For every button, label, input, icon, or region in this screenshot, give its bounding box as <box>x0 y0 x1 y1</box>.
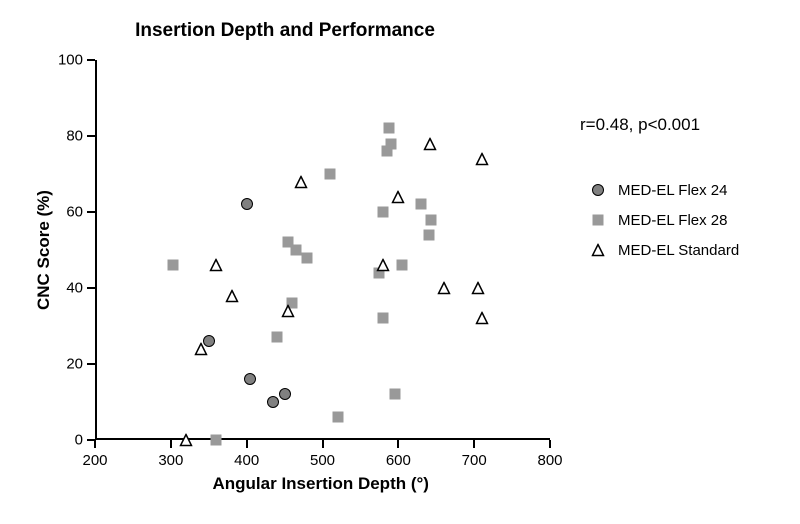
x-tick-label: 400 <box>234 452 259 469</box>
data-point-flex28 <box>593 215 604 226</box>
x-tick-mark <box>397 440 399 448</box>
data-point-standard <box>475 312 488 325</box>
y-tick-mark <box>87 287 95 289</box>
data-point-flex28 <box>385 138 396 149</box>
legend-marker-standard <box>588 240 608 260</box>
y-tick-label: 100 <box>53 52 83 69</box>
stats-text: r=0.48, p<0.001 <box>580 115 700 135</box>
data-point-flex28 <box>302 252 313 263</box>
x-tick-mark <box>473 440 475 448</box>
data-point-standard <box>392 190 405 203</box>
data-point-flex28 <box>384 123 395 134</box>
data-point-standard <box>424 137 437 150</box>
x-tick-label: 800 <box>537 452 562 469</box>
data-point-flex28 <box>325 169 336 180</box>
x-tick-mark <box>94 440 96 448</box>
y-tick-label: 20 <box>53 356 83 373</box>
data-point-standard <box>225 289 238 302</box>
data-point-flex28 <box>425 214 436 225</box>
data-point-flex28 <box>416 199 427 210</box>
data-point-flex28 <box>378 313 389 324</box>
x-tick-mark <box>549 440 551 448</box>
data-point-flex24 <box>592 184 604 196</box>
y-tick-mark <box>87 211 95 213</box>
legend-label: MED-EL Standard <box>618 242 739 259</box>
data-point-flex28 <box>272 332 283 343</box>
y-tick-mark <box>87 363 95 365</box>
data-point-standard <box>210 259 223 272</box>
data-point-flex28 <box>389 389 400 400</box>
x-tick-label: 700 <box>462 452 487 469</box>
data-point-flex24 <box>267 396 279 408</box>
data-point-standard <box>377 259 390 272</box>
data-point-flex28 <box>290 245 301 256</box>
x-tick-label: 200 <box>82 452 107 469</box>
y-tick-mark <box>87 135 95 137</box>
data-point-flex28 <box>378 207 389 218</box>
y-axis-label: CNC Score (%) <box>34 190 54 310</box>
data-point-standard <box>195 342 208 355</box>
data-point-flex28 <box>211 435 222 446</box>
data-point-standard <box>282 304 295 317</box>
legend-item-standard: MED-EL Standard <box>588 235 739 265</box>
data-point-flex24 <box>244 373 256 385</box>
data-point-standard <box>180 434 193 447</box>
x-tick-label: 300 <box>158 452 183 469</box>
data-point-flex28 <box>397 260 408 271</box>
x-axis-label: Angular Insertion Depth (°) <box>213 474 429 494</box>
scatter-chart: Insertion Depth and Performance CNC Scor… <box>0 0 800 524</box>
legend-label: MED-EL Flex 24 <box>618 182 727 199</box>
data-point-standard <box>592 244 605 257</box>
legend-label: MED-EL Flex 28 <box>618 212 727 229</box>
x-tick-mark <box>322 440 324 448</box>
x-tick-mark <box>170 440 172 448</box>
legend-item-flex28: MED-EL Flex 28 <box>588 205 739 235</box>
x-tick-label: 500 <box>310 452 335 469</box>
x-tick-label: 600 <box>386 452 411 469</box>
legend: MED-EL Flex 24 MED-EL Flex 28 MED-EL Stand… <box>588 175 739 265</box>
y-tick-mark <box>87 59 95 61</box>
legend-item-flex24: MED-EL Flex 24 <box>588 175 739 205</box>
chart-title: Insertion Depth and Performance <box>0 20 570 42</box>
legend-marker-flex28 <box>588 210 608 230</box>
data-point-standard <box>471 282 484 295</box>
y-tick-label: 80 <box>53 128 83 145</box>
data-point-standard <box>437 282 450 295</box>
data-point-flex28 <box>423 229 434 240</box>
data-point-flex28 <box>332 412 343 423</box>
data-point-flex24 <box>241 198 253 210</box>
data-point-standard <box>295 175 308 188</box>
legend-marker-flex24 <box>588 180 608 200</box>
data-point-flex28 <box>168 260 179 271</box>
y-tick-label: 0 <box>53 432 83 449</box>
data-point-flex24 <box>279 388 291 400</box>
data-point-standard <box>475 152 488 165</box>
x-tick-mark <box>246 440 248 448</box>
plot-area <box>95 60 550 440</box>
y-tick-label: 40 <box>53 280 83 297</box>
y-tick-label: 60 <box>53 204 83 221</box>
